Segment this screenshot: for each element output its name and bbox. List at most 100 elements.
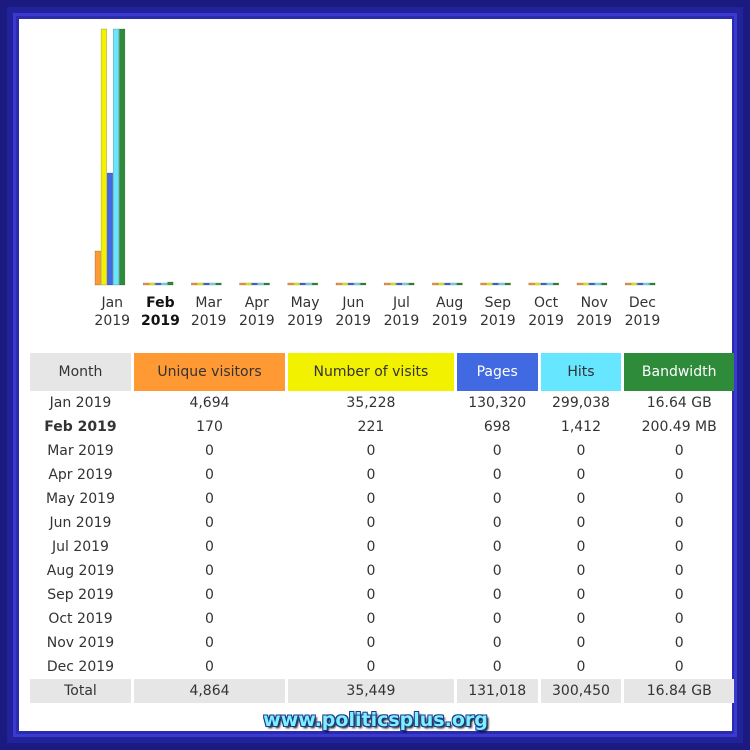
- x-tick-label-nov-month: Nov: [580, 295, 608, 311]
- x-tick-label-apr-month: Apr: [244, 295, 269, 311]
- table-row: Jun 2019 0 0 0 0 0: [30, 511, 734, 535]
- cell-pages: 0: [492, 539, 502, 555]
- table-row: Sep 2019 0 0 0 0 0: [30, 583, 734, 607]
- cell-bandwidth: 0: [674, 491, 684, 507]
- total-cell-hits: 300,450: [540, 679, 622, 703]
- chart-bars-svg: [94, 28, 656, 286]
- cell-bandwidth: 0: [674, 659, 684, 675]
- x-tick-label-oct-year: 2019: [528, 313, 564, 329]
- bar-oct-hits: [546, 282, 553, 286]
- bar-dec-unique-visitors: [624, 282, 631, 286]
- cell-visits: 35,228: [346, 395, 396, 411]
- cell-pages: 0: [492, 467, 502, 483]
- bar-mar-unique-visitors: [191, 282, 198, 286]
- bar-mar-number-of-visits: [197, 282, 204, 286]
- bar-jul-hits: [402, 282, 409, 286]
- bar-sep-hits: [498, 282, 505, 286]
- cell-unique-visitors: 0: [205, 515, 214, 531]
- cell-hits: 0: [576, 539, 586, 555]
- cell-bandwidth: 0: [674, 635, 684, 651]
- monthly-stats-table: Month Unique visitors Number of visits P…: [27, 353, 737, 703]
- cell-hits: 0: [576, 635, 586, 651]
- cell-bandwidth: 200.49 MB: [641, 419, 717, 435]
- bar-dec-pages: [637, 282, 644, 286]
- bar-feb-number-of-visits: [149, 282, 156, 286]
- cell-unique-visitors: 0: [205, 635, 214, 651]
- x-tick-label-jul-month: Jul: [392, 295, 410, 311]
- cell-unique-visitors: 170: [196, 419, 223, 435]
- bar-mar-bandwidth: [215, 282, 222, 286]
- bar-nov-number-of-visits: [582, 282, 589, 286]
- cell-month: May 2019: [45, 491, 115, 507]
- bar-jan-unique-visitors: [94, 250, 101, 286]
- bar-nov-pages: [588, 282, 595, 286]
- cell-month: Nov 2019: [46, 635, 115, 651]
- bar-apr-bandwidth: [263, 282, 270, 286]
- bar-jun-number-of-visits: [341, 282, 348, 286]
- x-tick-label-jun-year: 2019: [335, 313, 372, 329]
- cell-visits: 0: [366, 563, 376, 579]
- cell-month: Oct 2019: [48, 611, 113, 627]
- total-cell-pages: 131,018: [456, 679, 538, 703]
- bar-may-pages: [299, 282, 306, 286]
- x-tick-label-jul-year: 2019: [383, 313, 420, 329]
- cell-hits: 0: [576, 443, 586, 459]
- x-tick-label-may-year: 2019: [287, 313, 323, 329]
- cell-hits: 0: [576, 515, 586, 531]
- x-tick-label-aug-month: Aug: [435, 295, 464, 311]
- bar-jul-number-of-visits: [390, 282, 397, 286]
- total-cell-visits: 35,449: [288, 679, 454, 703]
- bar-sep-pages: [492, 282, 499, 286]
- bar-oct-number-of-visits: [534, 282, 541, 286]
- bar-may-bandwidth: [311, 282, 318, 286]
- cell-pages: 0: [492, 515, 502, 531]
- bar-jun-hits: [354, 282, 361, 286]
- table-row: Aug 2019 0 0 0 0 0: [30, 559, 734, 583]
- bar-nov-bandwidth: [601, 282, 608, 286]
- x-tick-label-dec-month: Dec: [628, 295, 656, 311]
- table-row: May 2019 0 0 0 0 0: [30, 487, 734, 511]
- x-tick-label-mar-year: 2019: [190, 313, 227, 329]
- cell-hits: 0: [576, 491, 586, 507]
- bar-oct-bandwidth: [552, 282, 559, 286]
- bar-sep-unique-visitors: [480, 282, 487, 286]
- table-row: Nov 2019 0 0 0 0 0: [30, 631, 734, 655]
- bar-jul-bandwidth: [408, 282, 415, 286]
- monthly-history-chart: Jan 2019 Feb 2019 Mar 2019 Apr 2019 May 2019 Jun 20…: [19, 19, 732, 339]
- header-number-of-visits: Number of visits: [288, 353, 454, 391]
- bar-may-number-of-visits: [293, 282, 300, 286]
- cell-hits: 0: [576, 563, 586, 579]
- cell-bandwidth: 0: [674, 611, 684, 627]
- cell-visits: 0: [366, 611, 376, 627]
- bar-jun-unique-visitors: [335, 282, 342, 286]
- cell-pages: 0: [492, 611, 502, 627]
- cell-month: Dec 2019: [46, 659, 115, 675]
- cell-bandwidth: 0: [674, 515, 684, 531]
- cell-unique-visitors: 0: [205, 587, 214, 603]
- bar-aug-pages: [444, 282, 451, 286]
- table-row: Dec 2019 0 0 0 0 0: [30, 655, 734, 679]
- table-row: Mar 2019 0 0 0 0 0: [30, 439, 734, 463]
- cell-visits: 221: [357, 419, 385, 435]
- bar-aug-number-of-visits: [438, 282, 445, 286]
- cell-month: Jul 2019: [51, 539, 109, 555]
- cell-month: Sep 2019: [47, 587, 114, 603]
- header-hits: Hits: [540, 353, 622, 391]
- bar-jan-hits: [113, 28, 120, 286]
- bar-oct-pages: [540, 282, 547, 286]
- cell-pages: 0: [492, 443, 502, 459]
- cell-bandwidth: 0: [674, 467, 684, 483]
- bar-mar-hits: [209, 282, 216, 286]
- cell-unique-visitors: 0: [205, 443, 214, 459]
- x-tick-label-mar-month: Mar: [195, 295, 222, 311]
- cell-bandwidth: 16.64 GB: [646, 395, 712, 411]
- total-cell-bandwidth: 16.84 GB: [624, 679, 734, 703]
- x-tick-label-sep-month: Sep: [484, 295, 512, 311]
- site-watermark: www.politicsplus.org: [263, 709, 488, 731]
- cell-visits: 0: [366, 635, 376, 651]
- cell-pages: 0: [492, 563, 502, 579]
- cell-hits: 0: [576, 659, 586, 675]
- table-total-row: Total 4,864 35,449 131,018 300,450 16.84 GB: [30, 679, 734, 703]
- header-unique-visitors: Unique visitors: [133, 353, 286, 391]
